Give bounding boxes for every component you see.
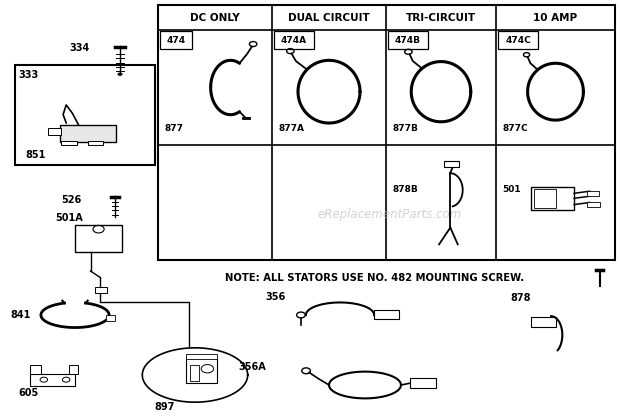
Bar [190, 364, 200, 381]
Bar [95, 287, 107, 293]
Bar [30, 364, 42, 374]
Bar [15, 65, 155, 165]
Bar [410, 378, 436, 387]
Text: 334: 334 [69, 43, 90, 53]
Bar [61, 141, 77, 145]
Bar [587, 201, 600, 206]
Bar [158, 5, 615, 260]
Bar [531, 187, 574, 210]
Bar [60, 125, 116, 142]
Text: DUAL CIRCUIT: DUAL CIRCUIT [288, 13, 370, 23]
Text: DC ONLY: DC ONLY [190, 13, 240, 23]
Text: 526: 526 [62, 195, 82, 205]
Bar [374, 310, 399, 319]
Circle shape [118, 73, 123, 76]
Bar [498, 31, 538, 49]
Text: 841: 841 [10, 310, 30, 320]
Text: 356A: 356A [238, 362, 266, 372]
Text: 474: 474 [166, 36, 185, 45]
Text: 474A: 474A [281, 36, 307, 45]
Bar [274, 31, 314, 49]
Bar [30, 374, 75, 385]
Text: 10 AMP: 10 AMP [533, 13, 578, 23]
Bar [186, 358, 217, 383]
Text: 605: 605 [18, 388, 38, 398]
Bar [186, 354, 217, 359]
Text: 474B: 474B [395, 36, 421, 45]
Bar [531, 317, 556, 326]
Text: 356: 356 [265, 292, 285, 302]
Text: 474C: 474C [505, 36, 531, 45]
Text: 878: 878 [510, 293, 531, 303]
Text: NOTE: ALL STATORS USE NO. 482 MOUNTING SCREW.: NOTE: ALL STATORS USE NO. 482 MOUNTING S… [224, 273, 524, 283]
Text: 877B: 877B [392, 124, 418, 133]
Text: 851: 851 [25, 150, 45, 160]
Text: 897: 897 [155, 402, 175, 412]
Bar [444, 161, 459, 167]
Bar [69, 364, 78, 374]
Bar [75, 225, 122, 252]
Bar [587, 191, 599, 196]
Bar [534, 189, 556, 208]
Text: 877C: 877C [502, 124, 528, 133]
Text: 501A: 501A [55, 213, 82, 223]
Bar [88, 141, 104, 145]
Text: 877A: 877A [278, 124, 304, 133]
Bar [160, 31, 192, 49]
Text: 878B: 878B [392, 186, 418, 194]
Text: 501: 501 [502, 186, 521, 194]
Text: TRI-CIRCUIT: TRI-CIRCUIT [406, 13, 476, 23]
Text: 877: 877 [164, 124, 183, 133]
Text: 333: 333 [18, 70, 38, 80]
Text: eReplacementParts.com: eReplacementParts.com [318, 209, 462, 222]
Bar [105, 315, 115, 321]
Bar [388, 31, 428, 49]
Bar [48, 128, 61, 135]
